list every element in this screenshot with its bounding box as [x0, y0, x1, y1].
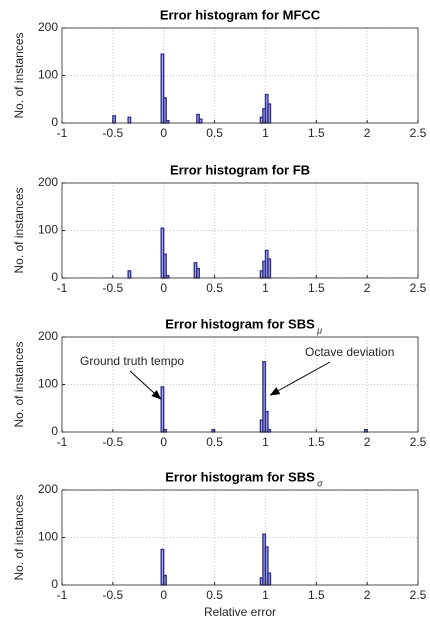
x-tick-label: -1 [57, 435, 68, 449]
title-subscript: μ [316, 325, 322, 335]
x-tick-label: -1 [57, 126, 68, 140]
x-tick-label: 2 [364, 435, 371, 449]
x-tick-label: 0 [160, 588, 167, 602]
y-axis-label: No. of instances [12, 494, 26, 580]
x-axis-label: Relative error [204, 605, 276, 619]
x-tick-label: 1.5 [308, 435, 325, 449]
y-tick-label: 100 [38, 377, 58, 391]
x-tick-label: 0 [160, 126, 167, 140]
x-tick-label: 1 [262, 281, 269, 295]
y-tick-label: 0 [51, 115, 58, 129]
histogram-bar [267, 258, 272, 279]
y-tick-label: 200 [38, 329, 58, 343]
x-tick-label: 0.5 [206, 435, 223, 449]
chart-title: Error histogram for SBS [165, 469, 315, 484]
x-tick-label: -1 [57, 281, 68, 295]
chart-title: Error histogram for SBS [165, 316, 315, 331]
chart-title: Error histogram for FB [170, 162, 310, 177]
y-axis-label: No. of instances [12, 32, 26, 118]
x-tick-label: 2.5 [410, 126, 427, 140]
x-tick-label: 2 [364, 281, 371, 295]
y-tick-label: 0 [51, 577, 58, 591]
annotation: Ground truth tempo [80, 354, 184, 368]
annotation-arrow [269, 361, 331, 396]
x-tick-label: 2.5 [410, 281, 427, 295]
x-tick-label: 0 [160, 281, 167, 295]
y-axis-label: No. of instances [12, 187, 26, 273]
annotation: Octave deviation [305, 345, 394, 359]
x-tick-label: 1 [262, 126, 269, 140]
y-tick-label: 100 [38, 223, 58, 237]
histogram-bar [264, 410, 269, 433]
x-tick-label: 1.5 [308, 588, 325, 602]
y-tick-label: 100 [38, 68, 58, 82]
histogram-bar [196, 267, 200, 279]
x-tick-label: 0.5 [206, 588, 223, 602]
chart-title: Error histogram for MFCC [160, 7, 321, 22]
histogram-bar [160, 386, 165, 433]
histogram-bar [198, 118, 203, 124]
x-tick-label: 1.5 [308, 281, 325, 295]
x-tick-label: 1 [262, 435, 269, 449]
x-tick-label: 2.5 [410, 435, 427, 449]
x-tick-label: -0.5 [103, 435, 124, 449]
title-subscript: σ [317, 478, 323, 488]
x-tick-label: 2 [364, 126, 371, 140]
y-tick-label: 0 [51, 424, 58, 438]
histogram-bar [267, 572, 272, 586]
histogram-bar [267, 103, 272, 124]
annotation-arrow [129, 370, 162, 400]
y-tick-label: 0 [51, 270, 58, 284]
x-tick-label: 1.5 [308, 126, 325, 140]
x-tick-label: 0 [160, 435, 167, 449]
x-tick-label: 2 [364, 588, 371, 602]
x-tick-label: -1 [57, 588, 68, 602]
x-tick-label: 2.5 [410, 588, 427, 602]
x-tick-label: -0.5 [103, 281, 124, 295]
x-tick-label: -0.5 [103, 126, 124, 140]
histogram-bar [163, 253, 167, 279]
histogram-bar [127, 270, 132, 279]
y-tick-label: 200 [38, 482, 58, 496]
histogram-bar [163, 97, 167, 124]
y-tick-label: 200 [38, 20, 58, 34]
x-tick-label: -0.5 [103, 588, 124, 602]
histogram-bar [127, 116, 132, 124]
y-tick-label: 200 [38, 175, 58, 189]
x-tick-label: 0.5 [206, 126, 223, 140]
y-tick-label: 100 [38, 530, 58, 544]
y-axis-label: No. of instances [12, 341, 26, 427]
x-tick-label: 1 [262, 588, 269, 602]
x-tick-label: 0.5 [206, 281, 223, 295]
